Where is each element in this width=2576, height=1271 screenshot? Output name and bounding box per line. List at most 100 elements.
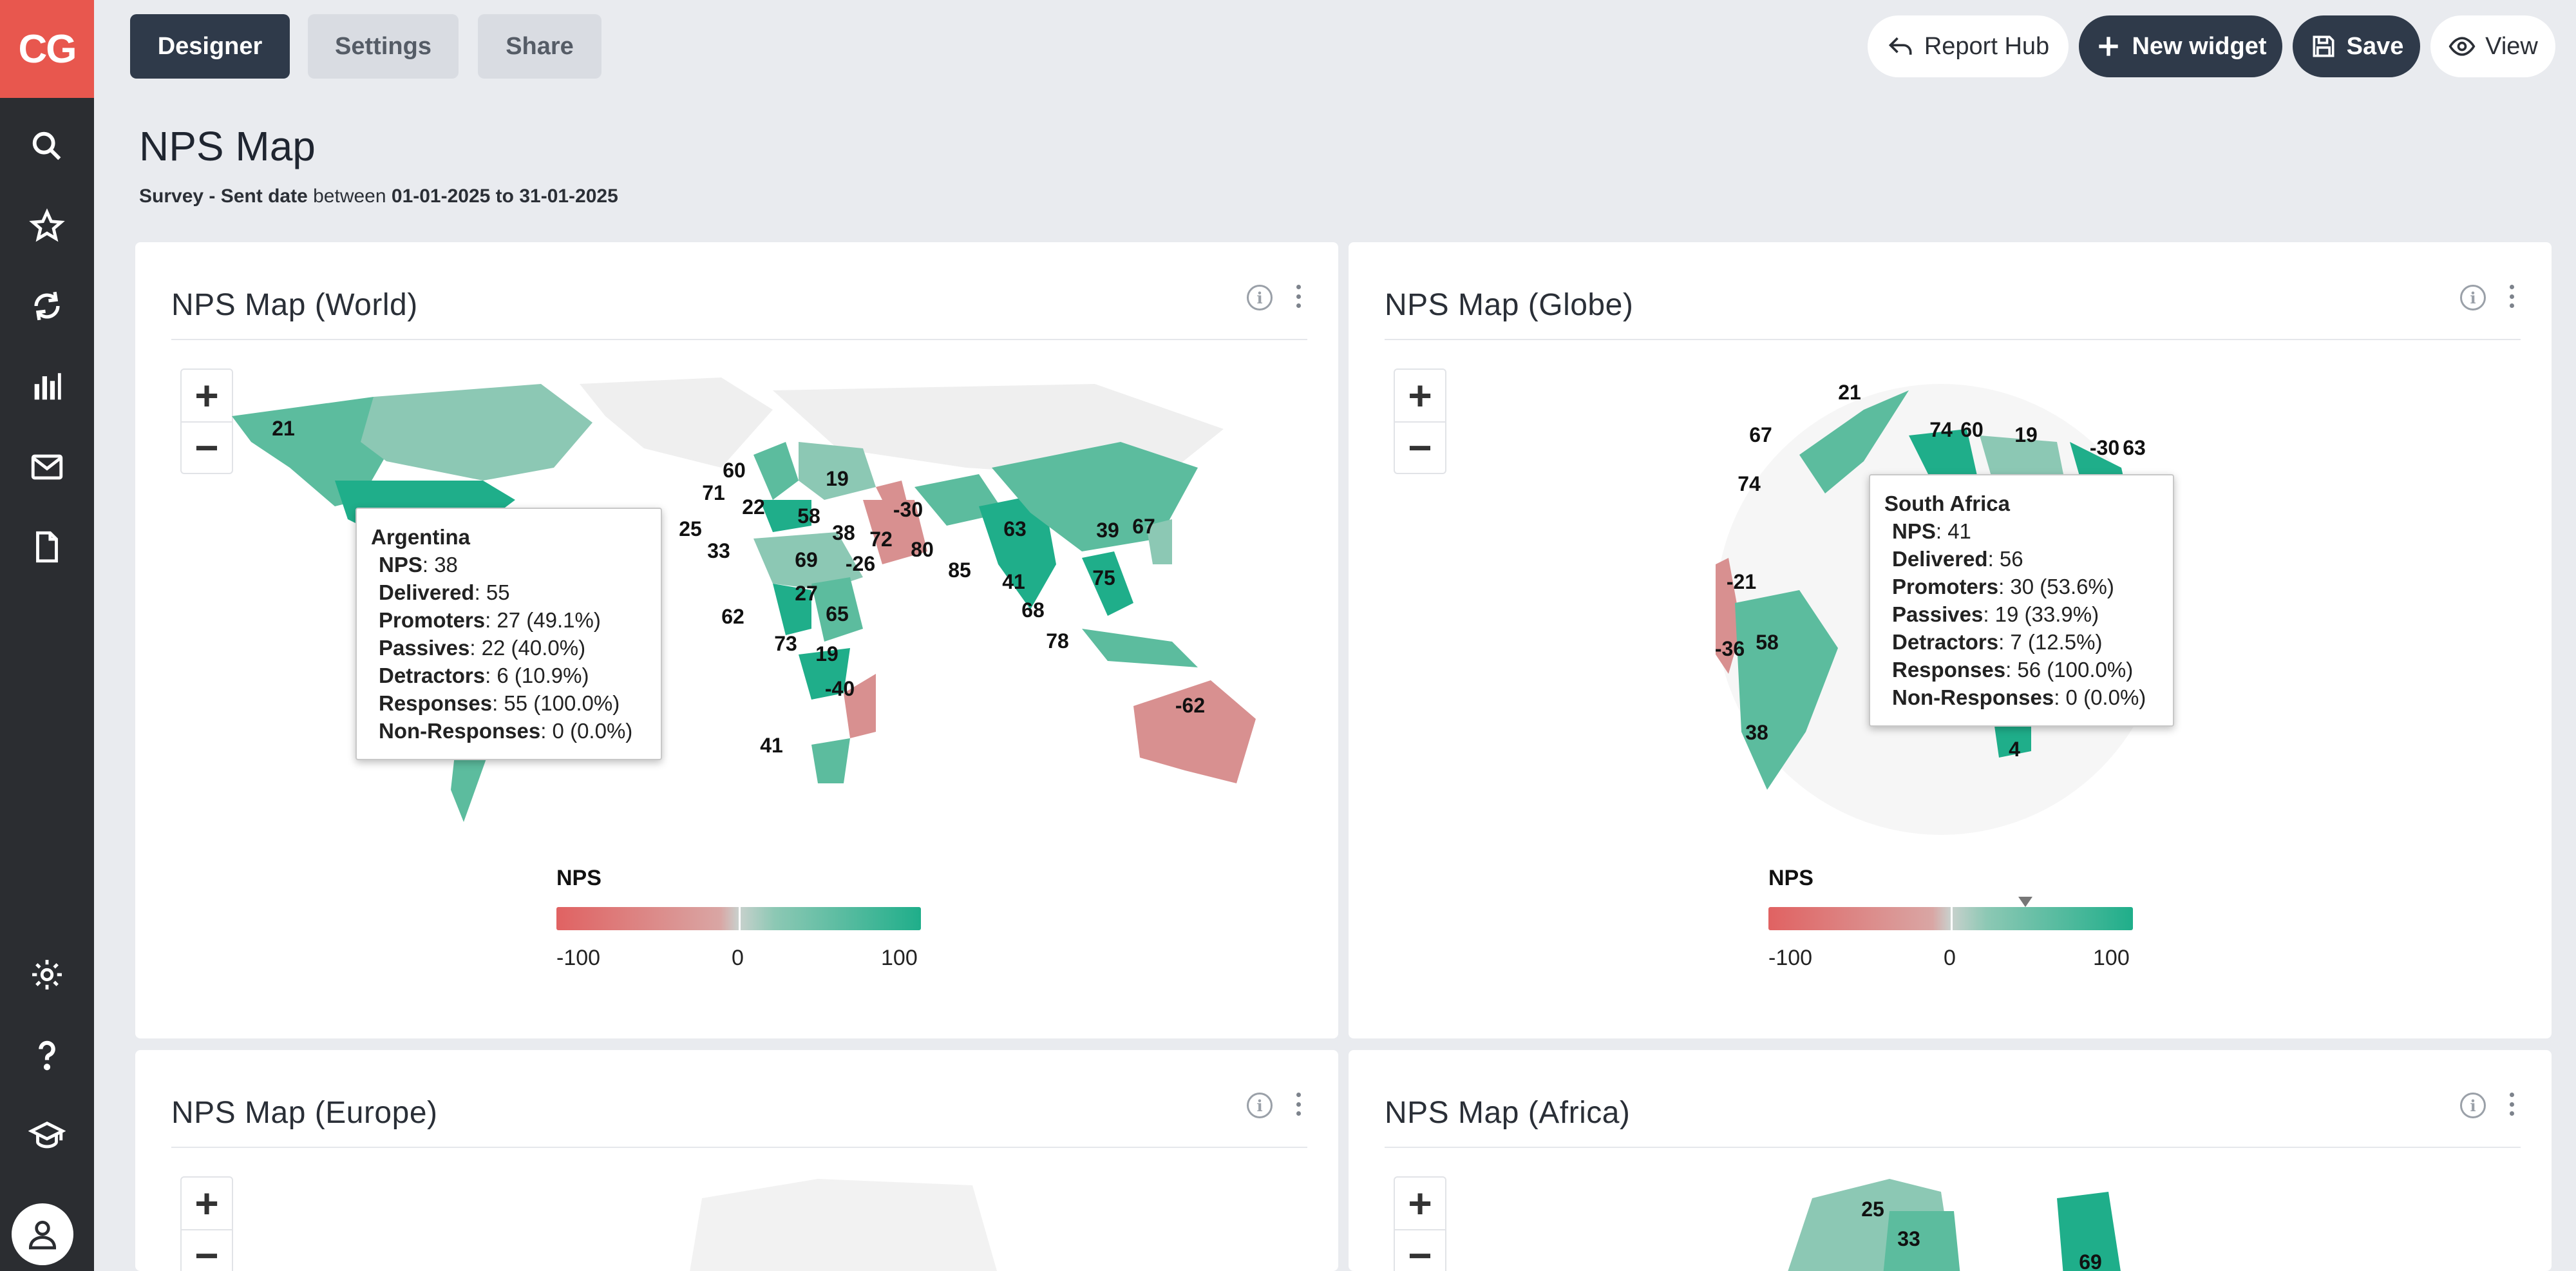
app-logo[interactable]: CG xyxy=(0,0,94,98)
country-shape[interactable] xyxy=(361,384,592,481)
nps-label: 71 xyxy=(702,481,725,504)
country-shape[interactable] xyxy=(773,584,811,635)
view-label: View xyxy=(2485,32,2538,60)
nps-label: 19 xyxy=(815,642,838,665)
nps-label: 58 xyxy=(797,504,820,528)
zoom-out-button[interactable]: − xyxy=(1395,421,1445,473)
nps-label: 60 xyxy=(723,459,746,482)
divider xyxy=(171,1147,1307,1148)
country-shape[interactable] xyxy=(811,738,850,783)
nps-label: 22 xyxy=(742,495,765,519)
document-icon[interactable] xyxy=(24,524,70,569)
zoom-in-button[interactable]: + xyxy=(1408,1180,1432,1227)
nps-label: 21 xyxy=(272,417,295,440)
country-shape[interactable] xyxy=(992,442,1198,551)
nps-label: 60 xyxy=(1960,418,1984,441)
tab-designer[interactable]: Designer xyxy=(130,14,290,79)
nps-label: -30 xyxy=(893,498,923,521)
filter-field: Survey - Sent date xyxy=(139,186,308,207)
country-shape[interactable] xyxy=(753,532,863,590)
more-options-icon[interactable] xyxy=(1292,282,1305,311)
page-title: NPS Map xyxy=(139,123,316,169)
tab-settings[interactable]: Settings xyxy=(308,14,459,79)
nps-label: 85 xyxy=(948,559,971,582)
settings-gear-icon[interactable] xyxy=(24,952,70,997)
country-shape[interactable] xyxy=(1146,519,1172,564)
report-hub-button[interactable]: Report Hub xyxy=(1868,15,2069,77)
africa-map[interactable]: 25 33 69 xyxy=(1748,1172,2199,1271)
search-icon[interactable] xyxy=(24,124,70,169)
save-button[interactable]: Save xyxy=(2293,15,2420,77)
refresh-icon[interactable] xyxy=(24,283,70,329)
save-label: Save xyxy=(2346,32,2404,60)
view-button[interactable]: View xyxy=(2430,15,2555,77)
legend-mid: 0 xyxy=(1944,946,1956,970)
tooltip-row: Promoters: 30 (53.6%) xyxy=(1892,575,2114,598)
info-icon[interactable]: i xyxy=(2460,1093,2486,1118)
zoom-controls: + − xyxy=(180,1176,233,1271)
country-shape[interactable] xyxy=(844,674,876,738)
tooltip-row: Detractors: 6 (10.9%) xyxy=(379,664,589,687)
legend-color-scale xyxy=(556,907,921,930)
country-shape[interactable] xyxy=(799,648,850,700)
nps-label: -36 xyxy=(1715,637,1745,660)
academy-graduation-cap-icon[interactable] xyxy=(24,1113,70,1158)
user-avatar-icon[interactable] xyxy=(12,1203,73,1265)
zoom-in-button[interactable]: + xyxy=(1408,372,1432,419)
country-shape[interactable] xyxy=(1082,551,1133,616)
tab-share[interactable]: Share xyxy=(478,14,601,79)
info-icon[interactable]: i xyxy=(2460,285,2486,311)
info-icon[interactable]: i xyxy=(1247,1093,1273,1118)
country-shape[interactable] xyxy=(1980,435,2063,481)
nps-label: 67 xyxy=(1132,515,1155,538)
legend-max: 100 xyxy=(2093,946,2130,970)
nps-label: 65 xyxy=(826,602,849,626)
nps-label: 74 xyxy=(1738,472,1761,495)
zoom-out-button[interactable]: − xyxy=(182,421,232,473)
favorites-star-icon[interactable] xyxy=(24,204,70,249)
help-icon[interactable] xyxy=(24,1032,70,1077)
nps-label: 58 xyxy=(1756,631,1779,654)
more-options-icon[interactable] xyxy=(2505,282,2518,311)
zoom-out-button[interactable]: − xyxy=(182,1229,232,1271)
country-shape[interactable] xyxy=(760,500,811,532)
country-shape[interactable] xyxy=(811,577,863,642)
info-icon[interactable]: i xyxy=(1247,285,1273,311)
zoom-in-button[interactable]: + xyxy=(194,1180,219,1227)
tooltip-title: Argentina xyxy=(371,525,471,549)
nps-label: 27 xyxy=(795,582,818,605)
zoom-in-button[interactable]: + xyxy=(194,372,219,419)
more-options-icon[interactable] xyxy=(2505,1090,2518,1118)
tooltip-row: Responses: 55 (100.0%) xyxy=(379,691,620,715)
sidebar: CG xyxy=(0,0,94,1271)
country-shape[interactable] xyxy=(979,493,1056,609)
country-shape[interactable] xyxy=(1735,590,1838,790)
mail-icon[interactable] xyxy=(24,444,70,490)
tooltip-row: Delivered: 56 xyxy=(1892,547,2023,571)
europe-map[interactable] xyxy=(689,1172,1204,1271)
country-shape[interactable] xyxy=(863,500,927,564)
tooltip-row: Non-Responses: 0 (0.0%) xyxy=(379,719,633,743)
divider xyxy=(171,339,1307,340)
nps-label: 62 xyxy=(721,605,744,628)
country-shape[interactable] xyxy=(799,442,876,500)
tooltip-row: NPS: 38 xyxy=(379,553,458,577)
country-shape[interactable] xyxy=(753,442,799,500)
country-shape[interactable] xyxy=(2057,1192,2121,1271)
zoom-out-button[interactable]: − xyxy=(1395,1229,1445,1271)
reports-chart-icon[interactable] xyxy=(24,365,70,410)
nps-map-world-card: NPS Map (World) i + − xyxy=(135,242,1338,1038)
country-shape[interactable] xyxy=(1799,390,1909,493)
nps-label: 69 xyxy=(2079,1250,2102,1271)
country-shape[interactable] xyxy=(1883,1211,1960,1271)
nps-map-globe-card: NPS Map (Globe) i + − 21 67 74 60 19 -30… xyxy=(1349,242,2552,1038)
more-options-icon[interactable] xyxy=(1292,1090,1305,1118)
country-shape[interactable] xyxy=(1716,558,1741,674)
legend-value-marker xyxy=(2018,897,2033,907)
country-shape[interactable] xyxy=(1082,629,1198,667)
zoom-controls: + − xyxy=(1394,1176,1446,1271)
new-widget-button[interactable]: New widget xyxy=(2079,15,2282,77)
nps-label: 80 xyxy=(911,538,934,561)
country-shape[interactable] xyxy=(1133,680,1256,783)
tooltip-title: South Africa xyxy=(1884,492,2010,515)
